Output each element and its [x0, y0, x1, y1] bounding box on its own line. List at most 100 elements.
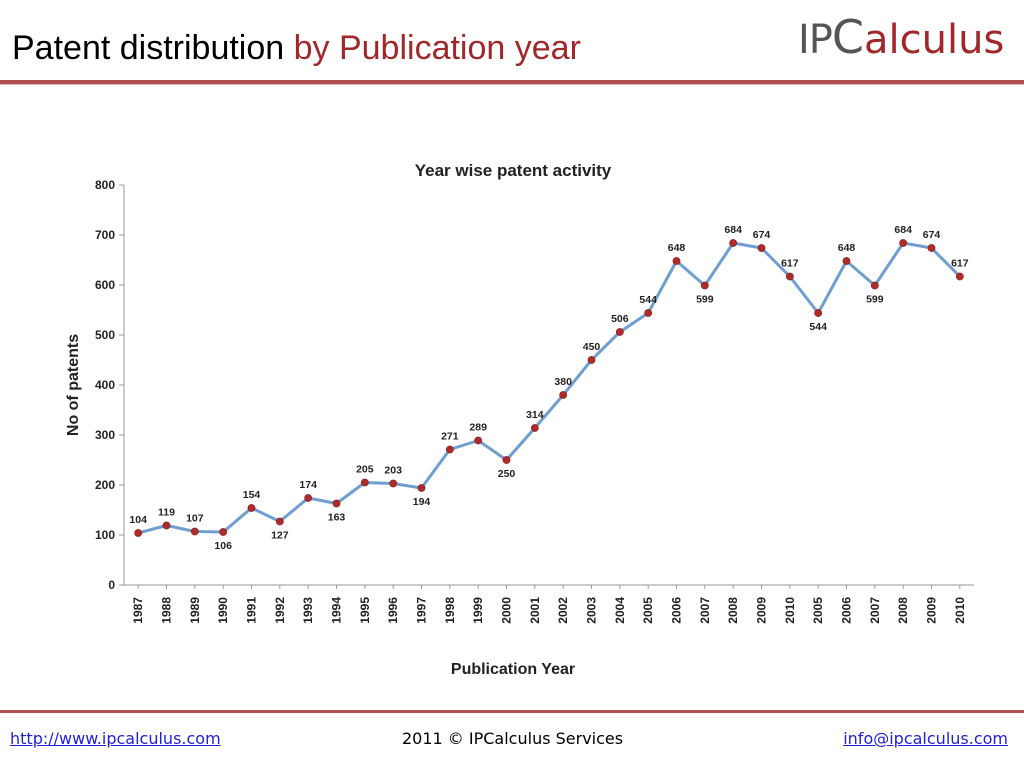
data-point [757, 244, 766, 252]
x-tick-label: 1996 [386, 597, 400, 624]
y-tick-label: 300 [95, 428, 115, 442]
data-point [530, 424, 539, 432]
x-tick-label: 1997 [415, 597, 429, 624]
x-tick-label: 1995 [358, 597, 372, 624]
y-tick-label: 0 [108, 578, 115, 592]
data-point [417, 484, 426, 492]
x-tick-label: 2006 [840, 597, 854, 624]
data-point [332, 499, 341, 508]
data-label: 684 [894, 224, 912, 236]
y-tick-label: 200 [95, 478, 115, 492]
data-label: 194 [413, 496, 431, 508]
data-label: 380 [554, 376, 572, 388]
x-tick-label: 1988 [160, 597, 174, 624]
x-tick-label: 2007 [698, 597, 712, 624]
data-label: 648 [838, 242, 856, 254]
data-label: 506 [611, 313, 629, 325]
x-axis-title: Publication Year [451, 661, 575, 678]
chart-title: Year wise patent activity [415, 161, 612, 180]
slide-title: Patent distribution by Publication year [12, 28, 581, 68]
data-label: 104 [129, 514, 147, 526]
series-line [137, 241, 961, 535]
x-tick-label: 2005 [811, 597, 825, 624]
line-chart: Year wise patent activity 0 100 200 300 400 50… [65, 161, 974, 678]
data-label: 154 [243, 489, 261, 501]
data-label: 271 [441, 431, 459, 443]
slide-title-accent: by Publication year [284, 29, 581, 67]
slide-title-main: Patent distribution [12, 29, 285, 67]
x-tick-label: 2009 [925, 597, 939, 624]
x-tick-label: 1999 [471, 597, 485, 624]
email-link[interactable]: info@ipcalculus.com [843, 729, 1008, 748]
data-point [899, 239, 908, 247]
x-tick-label: 2000 [500, 597, 514, 624]
y-tick-label: 600 [95, 278, 115, 292]
data-label: 314 [526, 409, 544, 421]
data-label: 119 [158, 507, 175, 519]
x-tick-label: 1998 [443, 597, 457, 624]
x-tick-label: 2008 [726, 597, 740, 624]
data-point [700, 281, 709, 290]
x-tick-label: 2010 [783, 597, 797, 624]
data-label: 203 [384, 465, 402, 477]
x-tick-label: 1993 [301, 597, 315, 624]
data-label: 174 [299, 479, 317, 491]
data-label: 617 [781, 258, 799, 270]
data-point [162, 521, 171, 530]
x-tick-label: 2001 [528, 597, 542, 624]
y-tick-label: 800 [95, 178, 115, 192]
x-tick-label: 1990 [216, 597, 230, 624]
data-label: 617 [951, 258, 969, 270]
data-label: 106 [214, 540, 232, 552]
logo-rest: alculus [864, 17, 1005, 63]
data-point [502, 456, 511, 464]
x-tick-label: 1994 [330, 597, 344, 624]
data-point [615, 328, 624, 336]
data-point [389, 479, 398, 488]
x-tick-label: 2008 [896, 597, 910, 624]
y-axis-title: No of patents [65, 334, 82, 436]
data-point [559, 391, 568, 399]
y-tick-label: 700 [95, 228, 115, 242]
header-divider [0, 80, 1024, 85]
x-tick-label: 2007 [868, 597, 882, 624]
data-label: 599 [696, 294, 714, 306]
website-link[interactable]: http://www.ipcalculus.com [10, 729, 221, 748]
data-point [445, 445, 454, 454]
data-point [842, 257, 851, 265]
data-label: 684 [724, 224, 742, 236]
x-tick-label: 1992 [273, 597, 287, 624]
y-tick-label: 500 [95, 328, 115, 342]
x-tick-label: 1987 [131, 597, 145, 624]
data-label: 107 [186, 513, 204, 525]
data-label: 250 [498, 468, 516, 480]
data-label: 163 [328, 512, 346, 524]
logo-ip: IP [798, 17, 833, 63]
y-tick-label: 400 [95, 378, 115, 392]
data-label: 674 [753, 229, 771, 241]
data-point [672, 257, 681, 265]
x-tick-label: 2004 [613, 597, 627, 624]
x-tick-label: 2003 [585, 597, 599, 624]
data-label: 648 [668, 242, 686, 254]
data-point [785, 272, 794, 281]
data-point [870, 281, 879, 290]
data-point [275, 517, 284, 526]
data-point [360, 478, 369, 487]
x-tick-label: 1991 [245, 597, 259, 624]
data-point [587, 356, 596, 364]
data-point [134, 529, 143, 537]
data-point [219, 528, 228, 536]
data-point [814, 309, 823, 317]
copyright-text: 2011 © IPCalculus Services [402, 729, 624, 748]
data-label: 450 [583, 341, 601, 353]
data-point [927, 244, 936, 252]
logo-c: C [831, 10, 865, 64]
x-tick-label: 2006 [670, 597, 684, 624]
data-point [190, 527, 199, 536]
data-label: 205 [356, 464, 374, 476]
x-tick-label: 1989 [188, 597, 202, 624]
data-label: 599 [866, 294, 884, 306]
data-label: 127 [271, 530, 289, 542]
x-tick-label: 2005 [641, 597, 655, 624]
